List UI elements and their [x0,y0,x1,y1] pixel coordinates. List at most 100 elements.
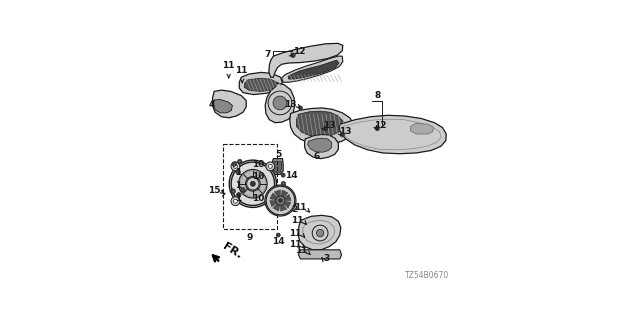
Text: 7: 7 [264,50,271,59]
Text: 11: 11 [222,61,234,70]
Polygon shape [298,250,342,259]
Polygon shape [296,111,343,137]
Circle shape [268,199,272,203]
Text: TZ54B0670: TZ54B0670 [404,271,449,280]
Polygon shape [212,90,246,118]
Polygon shape [280,201,291,208]
Polygon shape [305,134,339,159]
Polygon shape [339,115,446,154]
Polygon shape [308,138,332,152]
Circle shape [242,189,244,191]
Text: 3: 3 [323,254,330,263]
Circle shape [237,193,241,197]
Text: 10: 10 [252,172,264,181]
Text: 14: 14 [271,237,284,246]
Circle shape [276,233,280,237]
Text: 12: 12 [293,47,305,56]
Circle shape [266,162,275,171]
Text: 11: 11 [236,66,248,75]
Circle shape [268,164,272,168]
Circle shape [234,199,237,203]
Text: 14: 14 [285,172,298,180]
Circle shape [375,126,380,131]
Polygon shape [280,201,287,211]
Text: 1: 1 [235,168,241,177]
Circle shape [300,107,301,109]
Circle shape [237,194,240,196]
Circle shape [234,164,237,168]
Circle shape [324,128,326,130]
Polygon shape [265,83,295,123]
Polygon shape [280,194,291,201]
Text: 11: 11 [294,204,307,212]
Text: 12: 12 [374,121,387,130]
Polygon shape [272,159,283,174]
Text: 2: 2 [292,205,298,214]
Text: 11: 11 [289,240,301,249]
Text: 13: 13 [284,100,297,109]
Circle shape [273,96,287,110]
Polygon shape [213,100,232,113]
Text: 6: 6 [313,152,319,161]
Circle shape [231,189,236,193]
Circle shape [236,170,240,174]
Polygon shape [280,190,288,201]
Polygon shape [269,43,343,77]
Text: 1: 1 [235,194,241,203]
Polygon shape [298,215,341,250]
Circle shape [231,162,240,171]
Polygon shape [288,60,339,79]
Text: 10: 10 [252,194,264,203]
Circle shape [316,229,324,237]
Circle shape [341,134,343,136]
Circle shape [324,127,328,131]
Circle shape [291,53,295,57]
Text: 9: 9 [246,233,253,242]
Circle shape [231,197,240,206]
Text: 13: 13 [339,127,351,136]
Polygon shape [273,201,280,211]
Circle shape [276,196,285,205]
Text: 10: 10 [252,160,264,169]
Circle shape [277,234,279,236]
Circle shape [282,174,284,176]
Polygon shape [269,201,280,207]
Text: 11: 11 [291,216,303,225]
Circle shape [281,181,285,186]
Polygon shape [274,190,280,201]
Text: 11: 11 [289,228,301,237]
Circle shape [229,160,276,207]
Polygon shape [273,161,282,173]
Circle shape [376,127,378,130]
Polygon shape [244,78,279,92]
Circle shape [281,173,285,177]
Circle shape [265,185,296,216]
Circle shape [298,106,302,110]
Circle shape [246,178,259,190]
Text: 15: 15 [208,186,220,195]
Circle shape [266,197,275,206]
Circle shape [241,188,245,192]
Text: FR.: FR. [221,242,244,261]
Text: 8: 8 [374,91,380,100]
Circle shape [250,181,255,186]
Circle shape [239,170,267,198]
Polygon shape [239,72,282,95]
Text: 5: 5 [276,150,282,159]
Circle shape [282,183,285,185]
Polygon shape [410,124,433,134]
Text: 4: 4 [209,100,216,109]
Text: 13: 13 [323,121,335,130]
Circle shape [232,190,234,192]
Polygon shape [270,193,280,201]
Circle shape [237,171,239,173]
Circle shape [278,198,282,203]
Circle shape [232,162,237,166]
Circle shape [292,54,294,56]
Circle shape [237,159,242,164]
Circle shape [340,133,344,137]
Circle shape [239,161,241,163]
Text: 11: 11 [294,246,307,255]
Text: 1: 1 [235,180,241,189]
Polygon shape [290,108,354,145]
